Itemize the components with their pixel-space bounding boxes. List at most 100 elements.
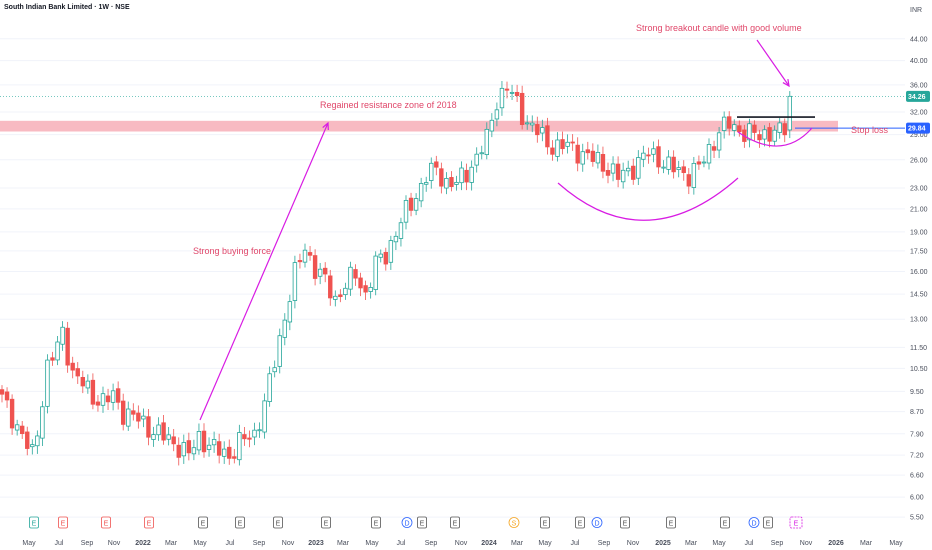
candle[interactable] (580, 151, 585, 165)
candle[interactable] (398, 222, 404, 239)
candle[interactable] (439, 168, 444, 187)
candle[interactable] (474, 153, 479, 166)
candle[interactable] (383, 251, 388, 265)
candle[interactable] (65, 327, 70, 366)
event-marker-E[interactable]: E (371, 516, 381, 529)
candle[interactable] (504, 88, 510, 91)
candle[interactable] (696, 161, 702, 165)
candle[interactable] (550, 147, 555, 155)
event-marker-D[interactable]: D (591, 517, 603, 528)
candle[interactable] (262, 400, 267, 433)
candle[interactable] (752, 124, 757, 133)
event-marker-E[interactable]: E (450, 516, 460, 529)
candle[interactable] (671, 156, 676, 173)
candle[interactable] (757, 134, 762, 141)
candle[interactable] (45, 359, 50, 407)
candle[interactable] (146, 416, 151, 438)
candle[interactable] (459, 167, 464, 184)
candle[interactable] (762, 129, 767, 140)
candle[interactable] (646, 154, 651, 157)
event-marker-S[interactable]: S (508, 517, 520, 528)
candle[interactable] (141, 415, 146, 420)
candle[interactable] (136, 412, 141, 422)
candle[interactable] (211, 439, 217, 446)
candle[interactable] (615, 163, 621, 180)
candle[interactable] (721, 116, 727, 131)
event-marker-E[interactable]: E (417, 516, 427, 529)
event-marker-D[interactable]: D (748, 517, 760, 528)
candle[interactable] (348, 266, 353, 290)
candle[interactable] (14, 424, 20, 431)
candle[interactable] (110, 390, 116, 403)
candle[interactable] (530, 122, 535, 126)
candle[interactable] (368, 287, 373, 292)
candle[interactable] (711, 146, 717, 151)
candle[interactable] (489, 119, 495, 132)
candle[interactable] (257, 429, 262, 432)
candle[interactable] (277, 335, 282, 367)
candle[interactable] (201, 430, 207, 453)
candle[interactable] (444, 177, 449, 189)
candle[interactable] (484, 128, 489, 156)
candle[interactable] (560, 139, 565, 150)
candle[interactable] (196, 431, 202, 451)
candle[interactable] (388, 240, 394, 263)
candle[interactable] (75, 368, 80, 377)
candle[interactable] (292, 262, 298, 301)
candlestick-series[interactable] (0, 81, 792, 466)
candle[interactable] (171, 436, 176, 445)
candle[interactable] (85, 380, 91, 389)
candle[interactable] (131, 410, 136, 415)
candle[interactable] (343, 287, 348, 296)
candle[interactable] (636, 157, 641, 179)
candle[interactable] (353, 269, 358, 279)
candle[interactable] (100, 393, 106, 406)
candle[interactable] (55, 341, 60, 361)
candle[interactable] (242, 434, 247, 440)
event-marker-E[interactable]: E (29, 516, 39, 529)
candle[interactable] (90, 379, 96, 405)
candle[interactable] (247, 437, 252, 440)
candle[interactable] (767, 127, 772, 142)
event-marker-E[interactable]: E (620, 516, 630, 529)
candle[interactable] (267, 373, 272, 402)
candle[interactable] (423, 182, 429, 185)
candle[interactable] (25, 431, 30, 449)
candle[interactable] (701, 161, 707, 164)
candle[interactable] (338, 294, 343, 298)
event-marker-D[interactable]: D (401, 517, 413, 528)
candle[interactable] (393, 235, 399, 243)
candle[interactable] (661, 166, 666, 169)
candle[interactable] (191, 447, 197, 455)
candle[interactable] (514, 91, 520, 97)
candle[interactable] (9, 398, 15, 429)
candle[interactable] (479, 152, 484, 155)
candle[interactable] (176, 444, 181, 458)
candle[interactable] (302, 249, 308, 263)
candle[interactable] (151, 434, 156, 440)
candle[interactable] (317, 268, 323, 277)
candle[interactable] (575, 144, 580, 164)
candle[interactable] (216, 441, 222, 456)
candle[interactable] (0, 389, 5, 395)
candle[interactable] (525, 122, 530, 125)
candle[interactable] (333, 295, 338, 300)
candle[interactable] (555, 139, 560, 157)
event-marker-E[interactable]: E (144, 516, 154, 529)
candle[interactable] (221, 448, 227, 457)
candle[interactable] (509, 91, 515, 94)
candle[interactable] (50, 357, 55, 361)
candle[interactable] (363, 285, 368, 293)
candle[interactable] (115, 388, 121, 403)
candle[interactable] (232, 456, 237, 459)
candle[interactable] (403, 200, 409, 223)
candle[interactable] (691, 162, 697, 188)
candle[interactable] (519, 92, 525, 125)
candle[interactable] (161, 422, 166, 441)
candle[interactable] (641, 152, 646, 160)
candle[interactable] (4, 391, 10, 401)
candle[interactable] (535, 124, 540, 136)
candle[interactable] (782, 123, 787, 136)
event-marker-E[interactable]: E (763, 516, 773, 529)
